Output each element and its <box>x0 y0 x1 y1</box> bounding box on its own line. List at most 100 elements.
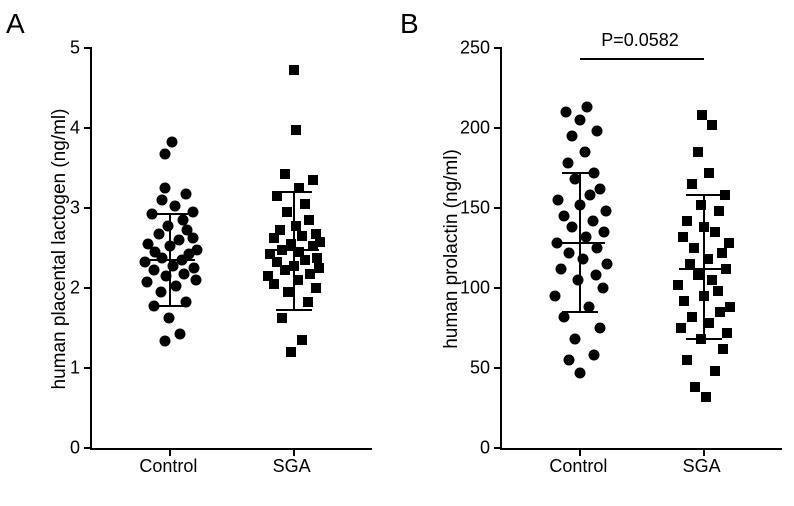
data-point-square <box>693 147 703 157</box>
data-point-square <box>303 297 313 307</box>
data-point-circle <box>569 334 580 345</box>
y-tick-label: 150 <box>460 198 490 219</box>
figure-container: A human placental lactogen (ng/ml) 01234… <box>0 0 794 506</box>
data-point-circle <box>166 137 177 148</box>
data-point-square <box>693 270 703 280</box>
data-point-circle <box>159 183 170 194</box>
data-point-circle <box>567 131 578 142</box>
significance-text: P=0.0582 <box>601 30 679 51</box>
y-tick-label: 50 <box>460 358 490 379</box>
data-point-square <box>275 225 285 235</box>
data-point-circle <box>187 207 198 218</box>
data-point-circle <box>189 263 200 274</box>
error-bar <box>293 192 295 310</box>
data-point-square <box>277 313 287 323</box>
data-point-circle <box>192 244 203 255</box>
error-cap <box>276 191 312 193</box>
y-tick-label: 5 <box>50 38 80 59</box>
y-tick-label: 100 <box>460 278 490 299</box>
data-point-circle <box>550 291 561 302</box>
data-point-square <box>289 65 299 75</box>
panel-a-plot <box>90 48 372 450</box>
data-point-circle <box>141 276 152 287</box>
data-point-circle <box>190 275 201 286</box>
data-point-circle <box>600 206 611 217</box>
data-point-square <box>311 283 321 293</box>
error-bar <box>579 173 581 312</box>
data-point-circle <box>575 115 586 126</box>
data-point-square <box>678 232 688 242</box>
y-tick-label: 2 <box>50 278 80 299</box>
y-tick <box>494 447 502 449</box>
data-point-square <box>311 229 321 239</box>
data-point-circle <box>599 227 610 238</box>
data-point-circle <box>159 148 170 159</box>
y-tick-label: 3 <box>50 198 80 219</box>
panel-a-label: A <box>6 8 25 40</box>
data-point-square <box>718 344 728 354</box>
y-tick <box>494 287 502 289</box>
y-tick <box>84 207 92 209</box>
error-cap <box>276 309 312 311</box>
data-point-square <box>704 168 714 178</box>
data-point-square <box>297 335 307 345</box>
data-point-circle <box>595 183 606 194</box>
error-bar <box>703 195 705 339</box>
data-point-circle <box>555 263 566 274</box>
error-cap <box>562 311 598 313</box>
data-point-square <box>308 175 318 185</box>
data-point-circle <box>561 107 572 118</box>
x-tick <box>579 448 581 456</box>
data-point-circle <box>164 313 175 324</box>
data-point-circle <box>579 147 590 158</box>
data-point-circle <box>567 222 578 233</box>
data-point-square <box>689 243 699 253</box>
data-point-circle <box>553 195 564 206</box>
y-tick <box>84 447 92 449</box>
data-point-square <box>704 318 714 328</box>
error-cap <box>152 305 188 307</box>
y-tick <box>494 127 502 129</box>
data-point-circle <box>171 281 182 292</box>
panel-b-y-title: human prolactin (ng/ml) <box>441 119 463 379</box>
data-point-circle <box>595 323 606 334</box>
data-point-square <box>687 179 697 189</box>
data-point-square <box>710 227 720 237</box>
y-tick-label: 250 <box>460 38 490 59</box>
data-point-circle <box>169 201 180 212</box>
data-point-circle <box>178 215 189 226</box>
data-point-circle <box>564 247 575 258</box>
data-point-square <box>304 215 314 225</box>
y-tick <box>494 367 502 369</box>
error-cap <box>686 194 722 196</box>
data-point-square <box>300 199 310 209</box>
data-point-square <box>682 355 692 365</box>
error-cap <box>562 172 598 174</box>
y-tick-label: 1 <box>50 358 80 379</box>
data-point-square <box>715 307 725 317</box>
data-point-circle <box>602 259 613 270</box>
x-tick-label: SGA <box>273 456 311 477</box>
data-point-square <box>701 392 711 402</box>
y-tick <box>84 367 92 369</box>
data-point-circle <box>562 158 573 169</box>
data-point-square <box>282 207 292 217</box>
data-point-square <box>722 328 732 338</box>
y-tick-label: 0 <box>460 438 490 459</box>
x-tick <box>293 448 295 456</box>
data-point-circle <box>157 195 168 206</box>
y-tick-label: 4 <box>50 118 80 139</box>
x-tick <box>703 448 705 456</box>
data-point-square <box>312 253 322 263</box>
data-point-circle <box>180 188 191 199</box>
data-point-square <box>314 263 324 273</box>
error-bar <box>169 214 171 306</box>
significance-bar <box>580 58 703 60</box>
data-point-circle <box>162 220 173 231</box>
data-point-circle <box>175 329 186 340</box>
data-point-circle <box>581 231 592 242</box>
data-point-square <box>687 312 697 322</box>
data-point-square <box>710 366 720 376</box>
data-point-square <box>286 347 296 357</box>
data-point-square <box>263 271 273 281</box>
